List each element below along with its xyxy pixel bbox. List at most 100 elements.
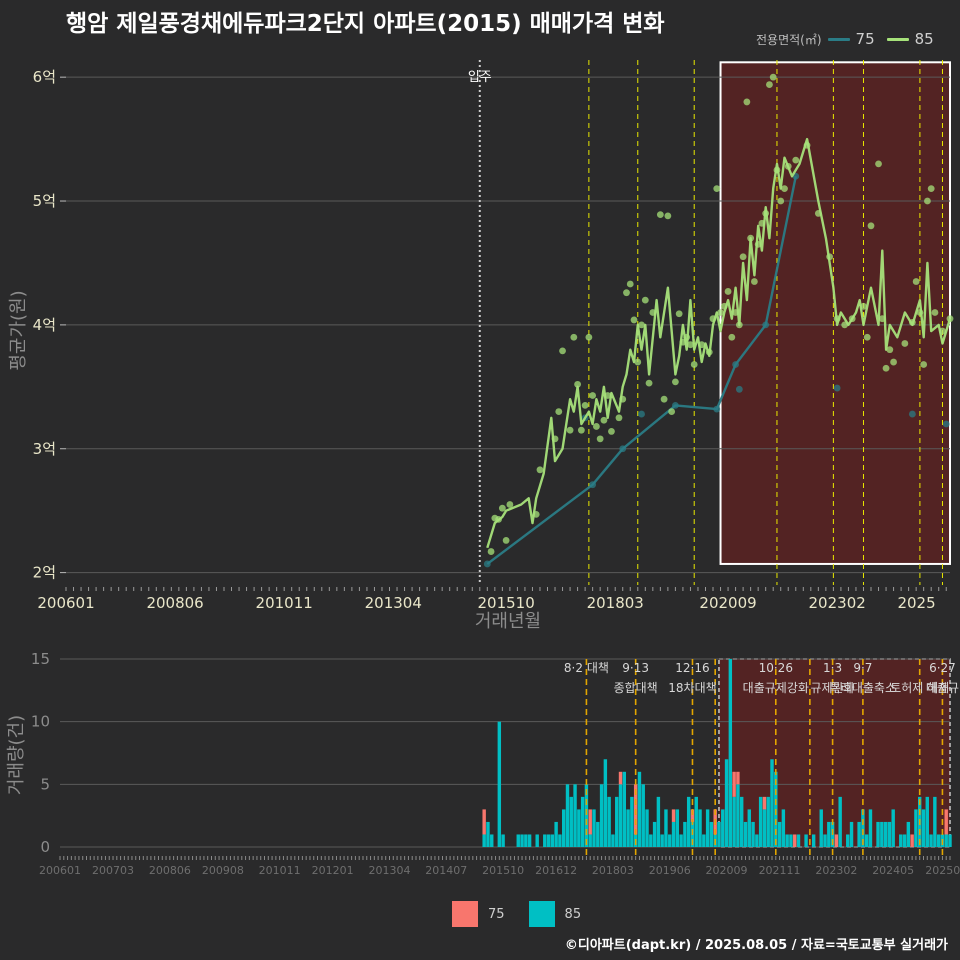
- legend-bottom: 75 85: [452, 901, 581, 927]
- volume-bar-85: [766, 796, 770, 847]
- x-tick-label-bottom: 202009: [706, 864, 748, 877]
- volume-bar-85: [929, 834, 933, 847]
- legend-title: 전용면적(㎡): [756, 32, 822, 47]
- price-point-85: [912, 278, 920, 285]
- volume-bar-85: [789, 834, 793, 847]
- volume-bar-85: [527, 834, 532, 847]
- y-tick-label: 2억: [33, 564, 56, 582]
- volume-bar-85: [603, 759, 608, 847]
- volume-bar-85: [561, 809, 566, 847]
- volume-bar-85: [580, 796, 585, 847]
- policy-annotation-name: 대출규: [926, 681, 959, 695]
- legend-line-85: [886, 37, 909, 41]
- volume-bar-85: [914, 809, 918, 847]
- volume-bar-85: [686, 796, 691, 847]
- volume-bar-85: [558, 834, 562, 847]
- volume-bar-85: [596, 821, 600, 847]
- volume-bar-85: [906, 821, 911, 847]
- volume-bar-85: [880, 821, 884, 847]
- volume-bar-85: [664, 809, 668, 847]
- volume-bar-85: [921, 809, 926, 847]
- volume-bar-85: [827, 821, 831, 847]
- policy-annotation-date: 6·27: [929, 661, 956, 675]
- volume-bar-85: [770, 759, 774, 847]
- price-point-85: [717, 309, 724, 316]
- volume-bar-85: [683, 821, 687, 847]
- volume-bar-85: [811, 834, 816, 847]
- price-point-85: [498, 504, 506, 512]
- volume-bar-75: [944, 809, 948, 835]
- volume-bar-85: [887, 821, 892, 847]
- policy-annotation-date: 9·7: [853, 661, 872, 675]
- volume-bar-85: [743, 821, 748, 847]
- volume-bar-85: [702, 834, 706, 847]
- x-tick-label-bottom: 201304: [368, 864, 410, 877]
- y-axis-title-top: 평균가(원): [8, 290, 29, 370]
- volume-bar-85: [698, 809, 702, 847]
- price-point-85: [641, 296, 649, 304]
- price-point-85: [920, 361, 928, 368]
- price-point-85: [687, 341, 694, 349]
- volume-bar-85: [709, 821, 714, 847]
- volume-bar-85: [876, 821, 880, 847]
- policy-annotation-name: 18차대책: [668, 680, 716, 695]
- move-in-label: 입주: [468, 70, 492, 85]
- x-tick-label-bottom: 201011: [259, 864, 301, 877]
- price-point-85: [506, 501, 514, 508]
- y-tick-label-bottom: 15: [31, 650, 50, 668]
- price-point-85: [585, 333, 593, 341]
- volume-bar-85: [736, 784, 740, 847]
- price-point-85: [626, 280, 634, 288]
- policy-annotation-name: 특례대출축소: [830, 681, 896, 695]
- volume-chart: 0 5 10 15 거래량(건) 200601 200703 200806 200908 2010…: [6, 650, 960, 877]
- volume-bar-85: [868, 809, 873, 847]
- volume-bar-85: [573, 784, 577, 847]
- policy-annotation-name: 종합대책: [614, 680, 658, 695]
- volume-bar-85: [675, 809, 680, 847]
- volume-bar-75: [588, 809, 592, 835]
- price-point-85: [600, 416, 608, 424]
- price-point-85: [882, 364, 890, 372]
- volume-bar-85: [584, 784, 589, 847]
- volume-bar-85: [819, 809, 823, 847]
- volume-bar-85: [762, 809, 767, 847]
- legend-bottom-label-85: 85: [564, 906, 582, 922]
- legend-label-85: 85: [914, 30, 934, 48]
- price-point-85: [566, 426, 574, 434]
- volume-bar-85: [543, 834, 547, 847]
- volume-bar-85: [569, 796, 573, 847]
- price-line-75: [486, 176, 797, 565]
- price-point-85: [593, 423, 600, 430]
- volume-bar-85: [717, 821, 721, 847]
- price-point-85: [750, 278, 758, 285]
- x-tick-label: 200806: [146, 594, 203, 612]
- y-tick-label-bottom: 0: [40, 838, 50, 856]
- volume-bar-85: [747, 809, 751, 847]
- price-point-75: [942, 420, 950, 428]
- volume-bar-75: [732, 771, 736, 797]
- policy-annotation-date: 8·2 대책: [564, 660, 609, 675]
- x-tick-label-bottom: 202507: [925, 864, 960, 877]
- volume-bar-85: [671, 821, 676, 847]
- volume-bar-75: [793, 834, 797, 847]
- legend-bottom-label-75: 75: [488, 906, 505, 922]
- policy-annotation-name: 규제완화: [811, 681, 855, 695]
- volume-bar-85: [781, 809, 786, 847]
- price-point-85: [724, 288, 732, 295]
- policy-annotation-date: 9·13: [622, 661, 649, 675]
- price-point-85: [777, 197, 785, 205]
- volume-bar-85: [607, 796, 611, 847]
- policy-annotation-date: 10·26: [759, 661, 793, 675]
- volume-bar-85: [857, 821, 861, 847]
- price-point-85: [675, 310, 683, 318]
- volume-bar-85: [520, 834, 524, 847]
- volume-bar-85: [732, 796, 736, 847]
- volume-bar-85: [652, 821, 657, 847]
- legend-top: 전용면적(㎡) 75 85: [756, 30, 934, 48]
- price-point-85: [792, 156, 800, 164]
- x-tick-label-bottom: 200806: [149, 864, 191, 877]
- x-tick-label-bottom: 201201: [312, 864, 354, 877]
- volume-bar-75: [736, 771, 740, 785]
- x-tick-label: 201304: [365, 594, 422, 612]
